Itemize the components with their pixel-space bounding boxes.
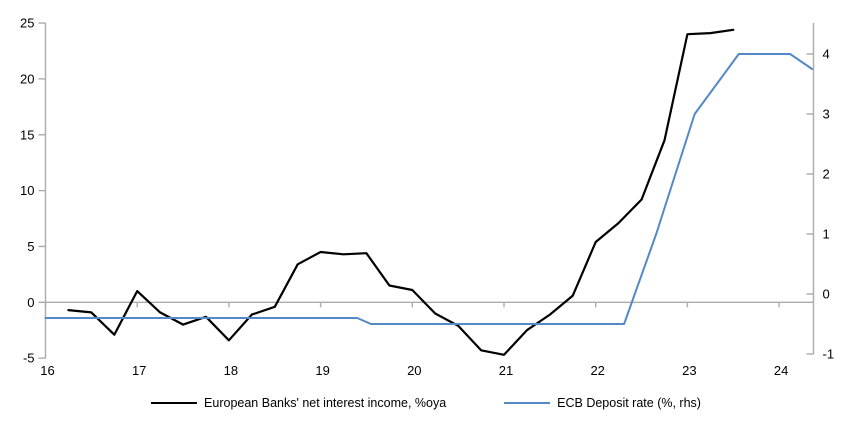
nii-legend-label: European Banks' net interest income, %oy… xyxy=(204,396,447,410)
ecb-line xyxy=(44,53,814,325)
x-axis-tick-label: 18 xyxy=(224,363,238,378)
left-axis-tick-label: -5 xyxy=(23,351,35,366)
x-axis-tick-label: 16 xyxy=(40,363,54,378)
right-axis-tick-label: 4 xyxy=(823,47,830,62)
left-axis-tick-label: 20 xyxy=(20,71,34,86)
right-axis-tick-label: 0 xyxy=(823,287,830,302)
legend-item-nii: European Banks' net interest income, %oy… xyxy=(151,396,446,410)
x-axis-tick-label: 24 xyxy=(774,363,788,378)
left-axis-tick-label: 0 xyxy=(27,295,34,310)
ecb-legend-label: ECB Deposit rate (%, rhs) xyxy=(557,396,701,410)
right-axis-tick-label: 1 xyxy=(823,227,830,242)
x-axis-tick-label: 21 xyxy=(499,363,513,378)
right-axis-tick-label: 2 xyxy=(823,167,830,182)
x-axis-tick-label: 22 xyxy=(590,363,604,378)
left-axis-tick-label: 5 xyxy=(27,239,34,254)
nii-line xyxy=(67,28,735,356)
left-axis-tick-label: 10 xyxy=(20,183,34,198)
right-axis-tick-label: -1 xyxy=(823,347,835,362)
left-axis-tick-label: 25 xyxy=(20,16,34,31)
x-axis-tick-label: 19 xyxy=(315,363,329,378)
legend-item-ecb: ECB Deposit rate (%, rhs) xyxy=(504,396,701,410)
ecb-line-swatch xyxy=(504,402,551,404)
x-axis-tick-label: 20 xyxy=(407,363,421,378)
x-axis-tick-label: 23 xyxy=(682,363,696,378)
legend: European Banks' net interest income, %oy… xyxy=(0,396,852,410)
x-axis-tick-label: 17 xyxy=(132,363,146,378)
nii-line-swatch xyxy=(151,402,198,404)
left-axis-tick-label: 15 xyxy=(20,127,34,142)
right-axis-tick-label: 3 xyxy=(823,107,830,122)
